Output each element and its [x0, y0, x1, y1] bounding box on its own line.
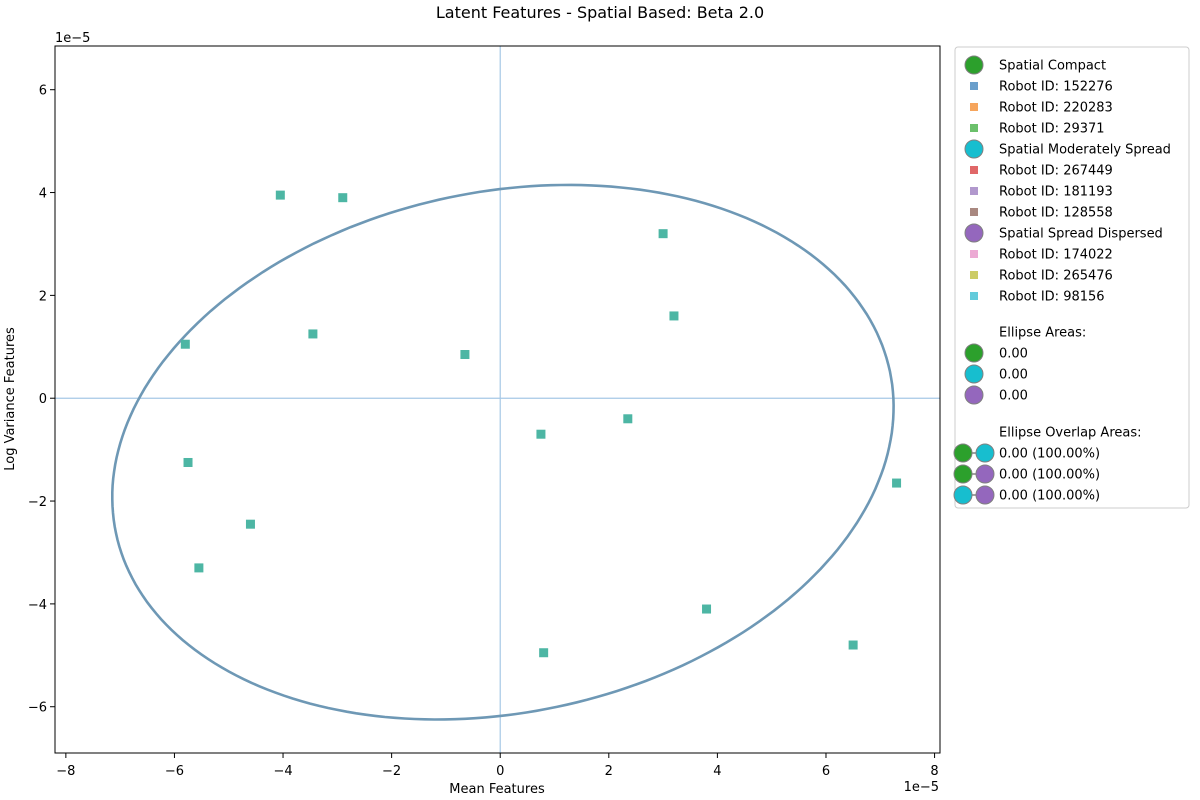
- legend-robot-marker: [970, 124, 978, 132]
- y-tick-label: 2: [39, 289, 47, 304]
- legend-robot-marker: [970, 208, 978, 216]
- legend-overlap-marker: [975, 464, 995, 484]
- y-axis-label: Log Variance Features: [3, 327, 18, 471]
- legend-box: [954, 46, 1190, 509]
- legend-label: Spatial Compact: [999, 59, 1106, 74]
- legend-label: Robot ID: 220283: [999, 101, 1113, 116]
- plot-frame: [54, 45, 941, 754]
- legend-group-marker: [964, 223, 984, 243]
- data-point: [892, 478, 902, 488]
- legend-group-marker: [964, 55, 984, 75]
- legend-area-marker: [964, 343, 984, 363]
- legend-overlap-marker: [953, 443, 973, 463]
- legend-area-marker: [964, 385, 984, 405]
- chart-title: Latent Features - Spatial Based: Beta 2.…: [436, 3, 764, 22]
- legend-robot-marker: [970, 187, 978, 195]
- data-point: [702, 604, 712, 614]
- legend-label: Ellipse Overlap Areas:: [999, 426, 1142, 441]
- x-tick-label: 2: [605, 764, 613, 779]
- legend-label: Robot ID: 267449: [999, 164, 1113, 179]
- data-point: [338, 193, 348, 203]
- y-tick-label: 6: [39, 84, 47, 99]
- data-point: [623, 414, 633, 424]
- legend-label: Robot ID: 29371: [999, 122, 1105, 137]
- legend-label: Ellipse Areas:: [999, 326, 1086, 341]
- data-point: [658, 229, 668, 239]
- legend-label: Spatial Moderately Spread: [999, 143, 1171, 158]
- legend-label: 0.00 (100.00%): [999, 447, 1100, 462]
- data-point: [848, 640, 858, 650]
- plot-area: −8 −6 −4 −2 0 2 4 6 8 −6 −4 −2 0 2 4 6: [28, 45, 941, 779]
- legend-robot-marker: [970, 250, 978, 258]
- legend-label: Robot ID: 265476: [999, 269, 1113, 284]
- x-tick-label: −2: [382, 764, 401, 779]
- y-tick-label: −6: [28, 701, 47, 716]
- legend-overlap-marker: [953, 485, 973, 505]
- data-point: [245, 519, 255, 529]
- legend-group-marker: [964, 139, 984, 159]
- data-point: [180, 339, 190, 349]
- legend-label: Robot ID: 152276: [999, 80, 1113, 95]
- legend: Spatial Compact Robot ID: 152276 Robot ID:…: [953, 46, 1190, 509]
- legend-overlap-marker: [953, 464, 973, 484]
- data-point: [183, 457, 193, 467]
- x-tick-label: −6: [165, 764, 184, 779]
- x-tick-label: 8: [930, 764, 938, 779]
- legend-overlap-marker: [975, 485, 995, 505]
- legend-label: Robot ID: 128558: [999, 206, 1113, 221]
- data-point: [669, 311, 679, 321]
- data-point: [194, 563, 204, 573]
- y-tick-label: 4: [39, 187, 47, 202]
- x-tick-label: −8: [56, 764, 75, 779]
- y-tick-label: 0: [39, 392, 47, 407]
- y-offset-label: 1e−5: [55, 31, 90, 46]
- x-tick-label: 6: [822, 764, 830, 779]
- legend-robot-marker: [970, 166, 978, 174]
- legend-robot-marker: [970, 103, 978, 111]
- data-point: [460, 350, 470, 360]
- x-offset-label: 1e−5: [904, 780, 939, 795]
- data-point: [308, 329, 318, 339]
- legend-robot-marker: [970, 82, 978, 90]
- legend-robot-marker: [970, 292, 978, 300]
- data-point: [539, 648, 549, 658]
- legend-label: 0.00: [999, 368, 1028, 383]
- legend-label: 0.00 (100.00%): [999, 489, 1100, 504]
- x-tick-label: −4: [273, 764, 292, 779]
- y-tick-label: −2: [28, 495, 47, 510]
- x-tick-label: 4: [713, 764, 721, 779]
- legend-label: 0.00 (100.00%): [999, 468, 1100, 483]
- legend-label: Spatial Spread Dispersed: [999, 227, 1163, 242]
- legend-robot-marker: [970, 271, 978, 279]
- legend-label: Robot ID: 98156: [999, 290, 1105, 305]
- legend-label: Robot ID: 181193: [999, 185, 1113, 200]
- x-axis-label: Mean Features: [449, 782, 545, 797]
- data-point: [275, 190, 285, 200]
- x-tick-label: 0: [496, 764, 504, 779]
- legend-label: Robot ID: 174022: [999, 248, 1113, 263]
- legend-overlap-marker: [975, 443, 995, 463]
- y-tick-label: −4: [28, 598, 47, 613]
- legend-label: 0.00: [999, 389, 1028, 404]
- confidence-ellipse: [111, 183, 895, 721]
- data-point: [536, 429, 546, 439]
- legend-label: 0.00: [999, 347, 1028, 362]
- legend-area-marker: [964, 364, 984, 384]
